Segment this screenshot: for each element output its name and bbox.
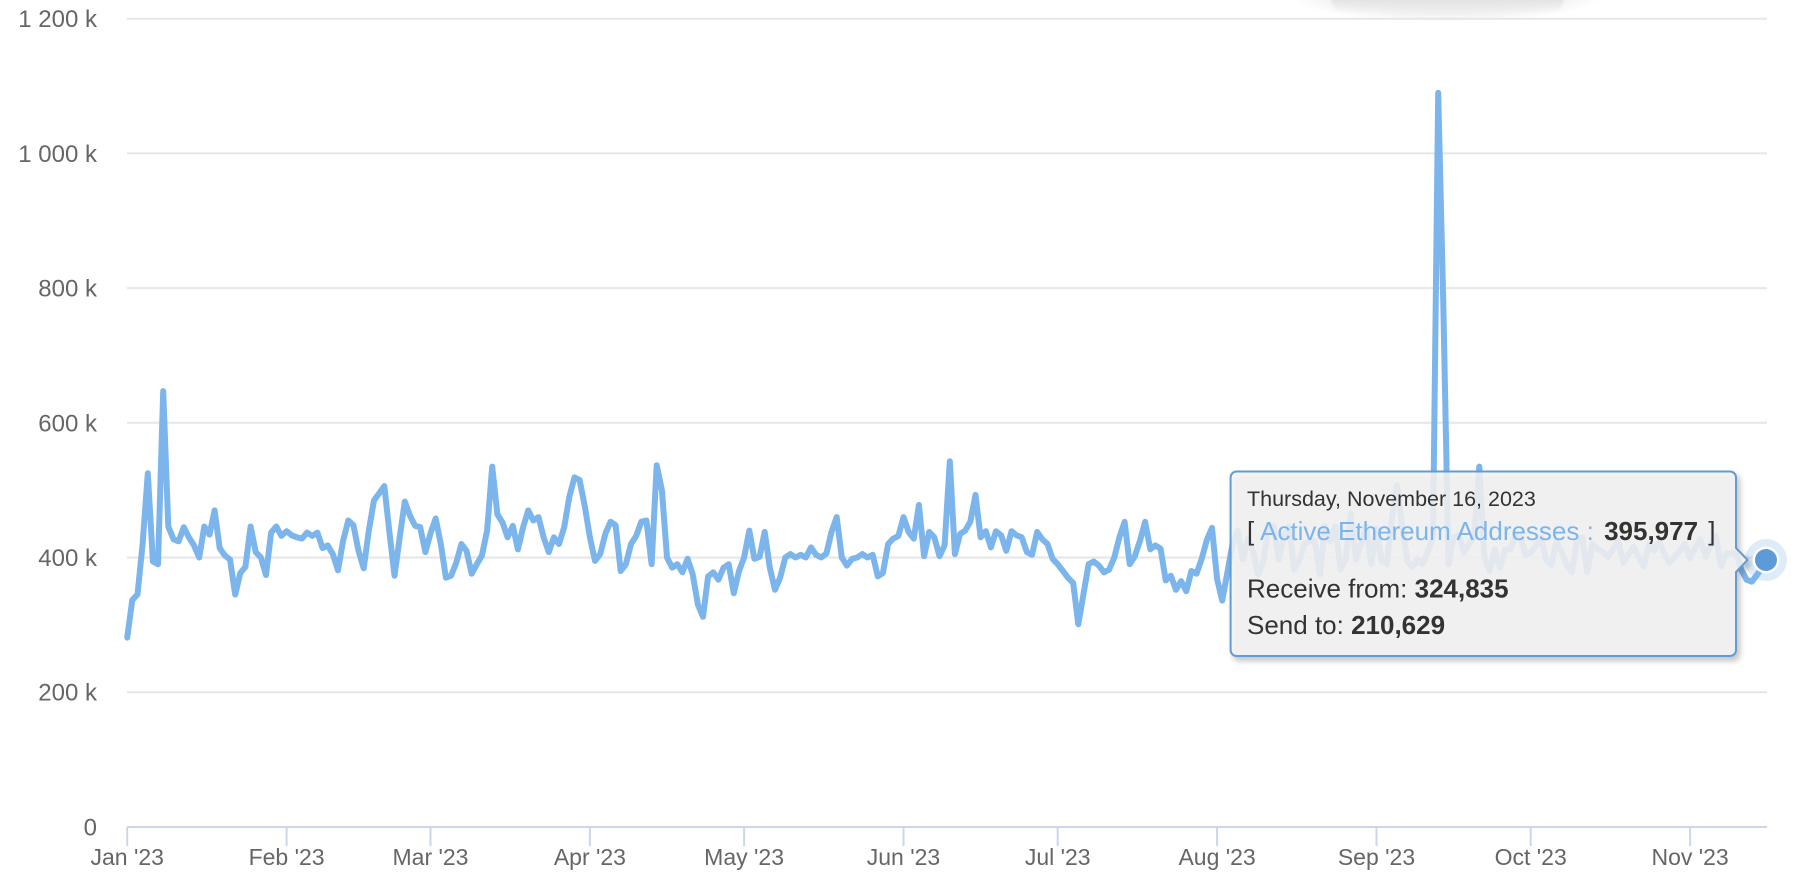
svg-text:Sep '23: Sep '23 (1338, 844, 1415, 870)
svg-text:800 k: 800 k (38, 276, 98, 303)
svg-text:Feb '23: Feb '23 (249, 844, 325, 870)
svg-text:400 k: 400 k (38, 545, 98, 572)
svg-text:Jan '23: Jan '23 (90, 844, 163, 870)
svg-text:Aug '23: Aug '23 (1178, 844, 1255, 870)
svg-text:Thursday, November 16, 2023: Thursday, November 16, 2023 (1247, 487, 1536, 511)
svg-text:200 k: 200 k (38, 680, 98, 707)
svg-text:0: 0 (84, 814, 97, 841)
svg-text:1 200 k: 1 200 k (18, 6, 98, 33)
svg-text:Oct '23: Oct '23 (1495, 844, 1567, 870)
svg-text:1 000 k: 1 000 k (18, 141, 98, 168)
svg-text:Jun '23: Jun '23 (867, 844, 940, 870)
svg-text:600 k: 600 k (38, 410, 98, 437)
svg-text:Nov '23: Nov '23 (1651, 844, 1728, 870)
svg-text:Jul '23: Jul '23 (1025, 844, 1091, 870)
svg-text:[ Active Ethereum Addresses :: [ Active Ethereum Addresses : 395,977 ] (1247, 516, 1716, 546)
svg-text:Send to: 210,629: Send to: 210,629 (1247, 610, 1445, 640)
svg-text:Receive from: 324,835: Receive from: 324,835 (1247, 574, 1509, 604)
svg-text:Apr '23: Apr '23 (554, 844, 626, 870)
svg-text:Mar '23: Mar '23 (393, 844, 469, 870)
svg-text:May '23: May '23 (704, 844, 784, 870)
